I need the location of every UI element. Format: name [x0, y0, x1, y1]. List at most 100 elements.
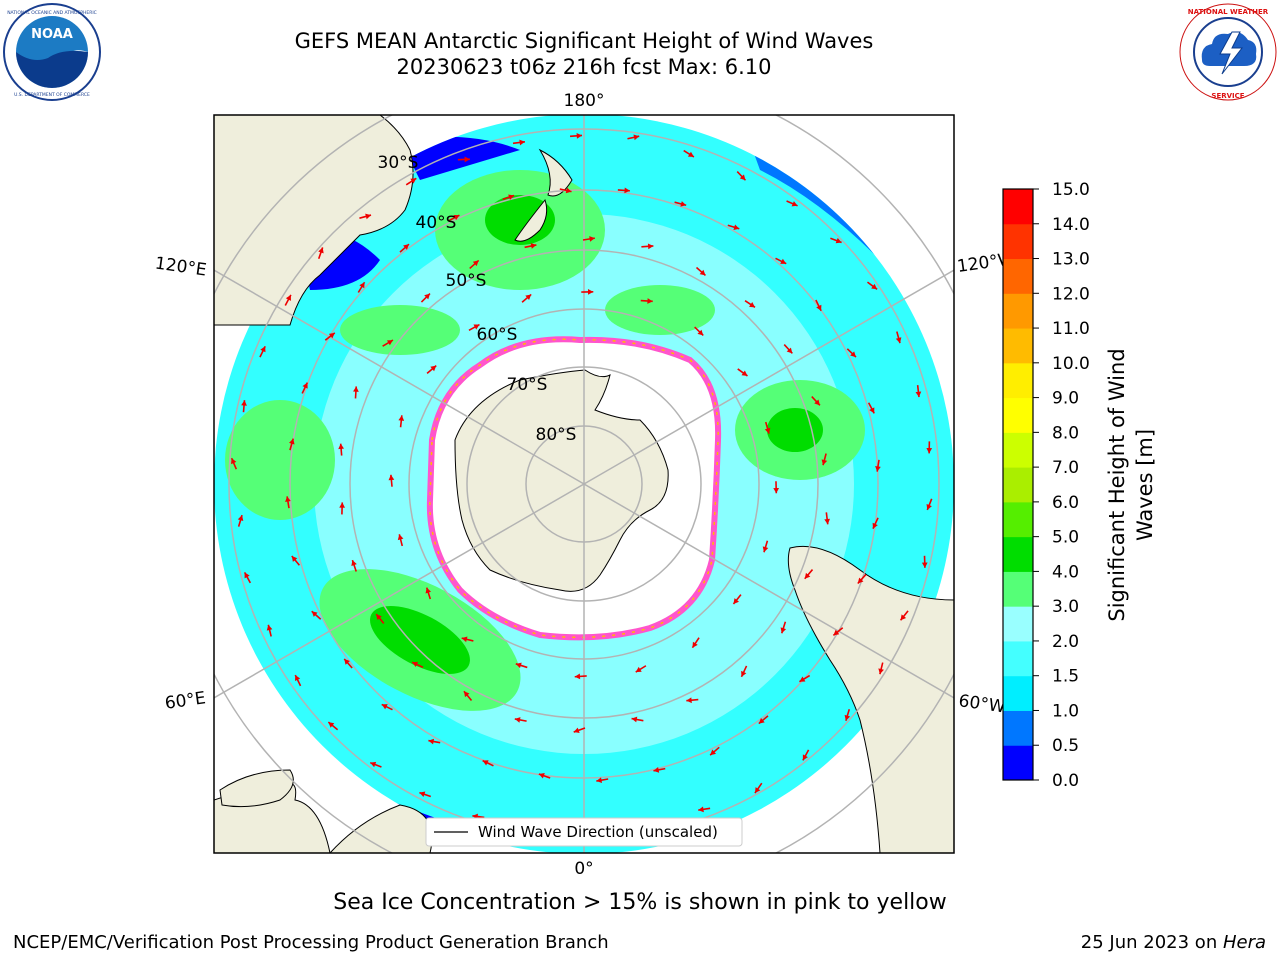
- wave-direction-arrowhead: [791, 201, 798, 207]
- colorbar-tick-label: 7.0: [1052, 458, 1079, 478]
- colorbar-tick-label: 6.0: [1052, 493, 1079, 513]
- wave-direction-arrowhead: [388, 474, 395, 481]
- wave-direction-arrowhead: [338, 443, 344, 450]
- madagascar-like: [219, 769, 294, 808]
- wave-direction-arrowhead: [710, 749, 717, 756]
- new-zealand-north: [538, 148, 573, 197]
- map-frame: [213, 114, 955, 854]
- wave-direction-arrowhead: [647, 298, 653, 304]
- wave-direction-arrowhead: [773, 487, 780, 494]
- wave-direction-arrowhead: [424, 293, 430, 300]
- wave-direction-arrowhead: [631, 716, 638, 723]
- continents: [214, 115, 954, 853]
- wave-direction-arrowhead: [565, 187, 572, 194]
- colorbar-tick-label: 12.0: [1052, 284, 1090, 304]
- colorbar-tick-label: 1.0: [1052, 701, 1079, 721]
- wave-direction-arrowhead: [869, 407, 875, 414]
- wave-direction-arrowhead: [351, 560, 357, 566]
- wave-direction-arrowhead: [339, 502, 345, 508]
- lon-label-60w: 60°W: [957, 691, 1006, 717]
- colorbar-tick-label: 4.0: [1052, 562, 1079, 582]
- wave-direction-arrowhead: [515, 662, 522, 669]
- wave-direction-arrowhead: [419, 791, 426, 798]
- colorbar-label-line2: Waves [m]: [1133, 429, 1157, 541]
- wave-direction-arrowhead: [804, 572, 811, 579]
- wave-direction-arrowhead: [397, 534, 404, 541]
- wave-direction-arrowhead: [741, 670, 747, 677]
- wave-direction-arrowhead: [376, 614, 382, 621]
- wave-direction-arrowhead: [514, 717, 521, 723]
- wave-direction-arrowhead: [802, 754, 808, 761]
- colorbar-tick-label: 15.0: [1052, 180, 1090, 200]
- colorbar-segment: [1003, 536, 1033, 572]
- wave-direction-arrowhead: [244, 572, 250, 579]
- colorbar-segment: [1003, 675, 1033, 711]
- wave-direction-arrowhead: [285, 496, 291, 502]
- colorbar-tick-label: 14.0: [1052, 215, 1090, 235]
- colorbar-tick-label: 11.0: [1052, 319, 1090, 339]
- wave-direction-arrowhead: [833, 629, 840, 636]
- wave-direction-arrowhead: [758, 717, 765, 724]
- wave-direction-arrowhead: [508, 194, 515, 200]
- wave-direction-arrowhead: [749, 302, 756, 308]
- wave-direction-arrowhead: [680, 201, 687, 207]
- wave-direction-arrowhead: [764, 427, 771, 434]
- wave-direction-arrowhead: [733, 224, 740, 230]
- wave-direction-arrowhead: [430, 365, 437, 372]
- wave-direction-arrowhead: [762, 546, 769, 553]
- colorbar-tick-label: 0.0: [1052, 771, 1079, 791]
- antarctica-landmass: [454, 369, 669, 592]
- wave-direction-arrowhead: [589, 236, 595, 242]
- wave-direction-arrowhead: [386, 340, 393, 346]
- colorbar-segment: [1003, 397, 1033, 433]
- colorbar-segment: [1003, 328, 1033, 364]
- colorbar-segment: [1003, 362, 1033, 399]
- wave-direction-arrowhead: [699, 269, 706, 276]
- wave-direction-arrowhead: [344, 658, 350, 665]
- wave-direction-arrowhead: [425, 587, 432, 594]
- wave-direction-arrowhead: [576, 132, 583, 139]
- sea-ice-caption: Sea Ice Concentration > 15% is shown in …: [333, 890, 947, 915]
- wave-direction-arrowhead: [780, 627, 787, 634]
- wave-direction-arrowhead: [754, 787, 761, 794]
- wave-direction-arrowhead: [816, 304, 822, 311]
- wave-direction-arrowhead: [328, 722, 335, 728]
- south-america: [787, 545, 954, 853]
- colorbar-frame: [1002, 188, 1034, 781]
- colorbar-segment: [1003, 640, 1033, 677]
- wave-direction-arrowhead: [260, 346, 266, 353]
- map-legend: Wind Wave Direction (unscaled): [425, 817, 743, 847]
- wave-direction-arrowhead: [241, 400, 247, 406]
- wave-direction-arrowhead: [814, 399, 820, 406]
- lat-label-30s: 30°S: [378, 153, 419, 173]
- wave-direction-arrowhead: [921, 562, 928, 568]
- colorbar-segment: [1003, 189, 1033, 225]
- wave-direction-arrowhead: [530, 243, 537, 249]
- nws-logo: NATIONAL WEATHER SERVICE: [1179, 3, 1277, 101]
- wave-direction-arrowhead: [412, 661, 419, 668]
- wave-direction-arrowhead: [410, 178, 417, 184]
- colorbar-tick-label: 8.0: [1052, 423, 1079, 443]
- colorbar-tick-label: 13.0: [1052, 250, 1090, 270]
- noaa-logo: NOAA NATIONAL OCEANIC AND ATMOSPHERIC U.…: [3, 3, 101, 101]
- lat-label-70s: 70°S: [507, 375, 548, 395]
- wave-direction-arrowhead: [398, 415, 405, 421]
- colorbar-segment: [1003, 223, 1033, 260]
- lat-label-40s: 40°S: [416, 213, 457, 233]
- wave-direction-arrowhead: [574, 673, 581, 680]
- wave-direction-arrowhead: [573, 727, 580, 733]
- lat-label-50s: 50°S: [446, 271, 487, 291]
- wave-direction-arrowhead: [231, 458, 237, 465]
- lon-label-180: 180°: [564, 91, 605, 111]
- footer-date-text: 25 Jun 2023 on: [1080, 932, 1223, 953]
- wave-direction-arrowhead: [428, 738, 435, 745]
- wave-direction-arrowhead: [871, 283, 878, 290]
- wave-direction-arrowhead: [291, 555, 298, 562]
- colorbar-segment: [1003, 258, 1033, 294]
- wave-direction-arrowhead: [237, 515, 244, 521]
- colorbar-tick-label: 9.0: [1052, 389, 1079, 409]
- colorbar-label-line1: Significant Height of Wind: [1105, 348, 1129, 621]
- colorbar-segment: [1003, 293, 1033, 329]
